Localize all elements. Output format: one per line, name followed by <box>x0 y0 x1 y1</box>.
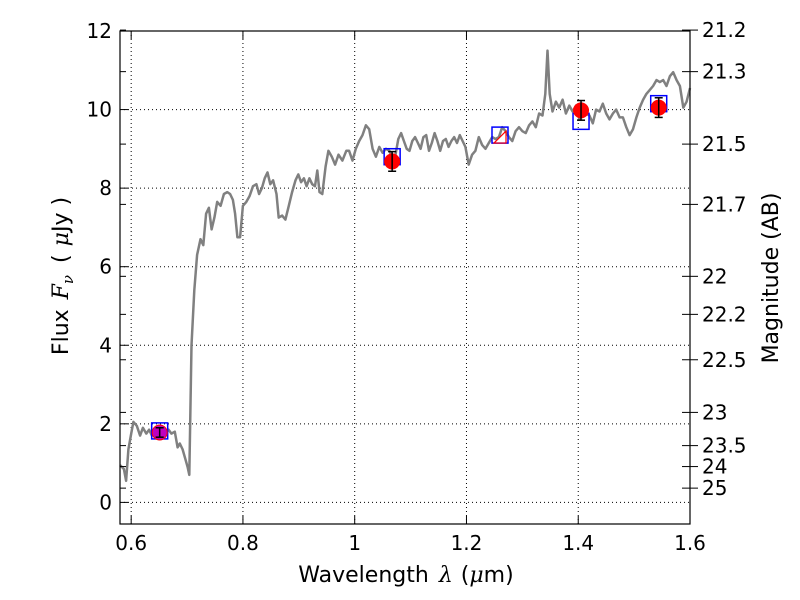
x-tick-label: 0.6 <box>115 531 147 555</box>
plot-frame <box>119 30 691 525</box>
y2-tick-label: 24 <box>702 455 727 479</box>
upper-limit-marker <box>492 129 507 144</box>
y-axis-label: Flux Fν ( μJy ) <box>49 197 77 355</box>
y-tick-label: 12 <box>87 19 112 43</box>
x-label-unit-symbol: μ <box>469 563 483 588</box>
y2-tick-label: 21.5 <box>702 132 747 156</box>
y2-tick-label: 21.7 <box>702 192 747 216</box>
x-tick-label: 1.2 <box>451 531 483 555</box>
x-tick-label: 1 <box>348 531 361 555</box>
y2-tick-label: 21.2 <box>702 18 747 42</box>
y2-tick-label: 22.5 <box>702 348 747 372</box>
x-label-symbol: λ <box>438 563 453 588</box>
x-label-prefix: Wavelength <box>298 563 429 588</box>
y-label-symbol: F <box>49 283 74 300</box>
y-label-unit-rest: Jy ) <box>49 197 74 234</box>
x-tick-label: 0.8 <box>227 531 259 555</box>
y2-tick-label: 23.5 <box>702 434 747 458</box>
y-label-unit-symbol: μ <box>49 232 74 246</box>
x-tick-label: 1.4 <box>562 531 594 555</box>
y-tick-label: 4 <box>99 333 112 357</box>
y-label-prefix: Flux <box>49 309 74 355</box>
y2-tick-label: 22.2 <box>702 302 747 326</box>
y-tick-label: 10 <box>87 98 112 122</box>
y-tick-label: 8 <box>99 176 112 200</box>
y2-tick-label: 25 <box>702 476 727 500</box>
y-label-unit-open: ( <box>49 254 74 263</box>
y2-tick-label: 23 <box>702 400 727 424</box>
y-tick-label: 0 <box>99 490 112 514</box>
x-axis-label: Wavelength λ (μm) <box>298 563 513 588</box>
y-label-subscript: ν <box>59 275 77 284</box>
y2-tick-label: 22 <box>702 264 727 288</box>
y2-axis-label: Magnitude (AB) <box>759 193 784 364</box>
x-label-unit-open: ( <box>461 563 470 588</box>
x-label-unit-rest: m) <box>484 563 514 588</box>
y-tick-label: 2 <box>99 412 112 436</box>
y-tick-label: 6 <box>99 255 112 279</box>
model-spectrum-line <box>119 49 692 483</box>
y2-tick-label: 21.3 <box>702 60 747 84</box>
plot-area <box>119 49 692 483</box>
x-tick-label: 1.6 <box>674 531 706 555</box>
